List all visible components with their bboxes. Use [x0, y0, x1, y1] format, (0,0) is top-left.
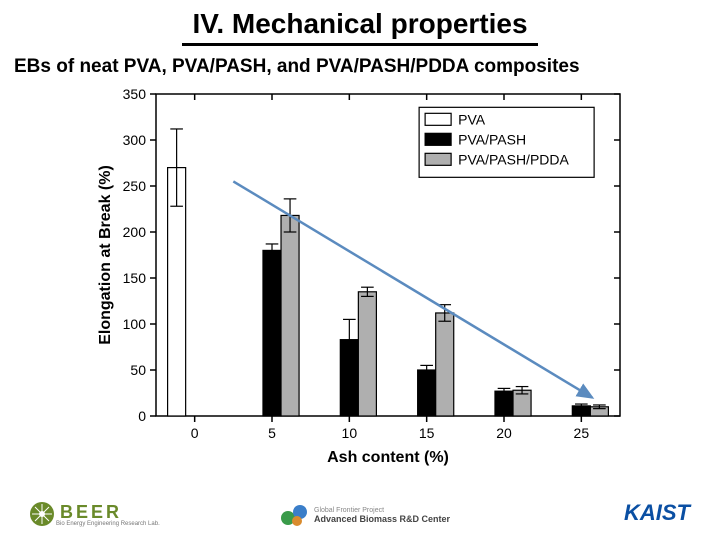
beer-icon: [28, 500, 56, 528]
svg-text:100: 100: [123, 316, 147, 332]
svg-text:PVA/PASH: PVA/PASH: [458, 131, 526, 147]
kaist-logo: KAIST: [624, 500, 690, 526]
svg-text:5: 5: [268, 425, 276, 441]
svg-text:25: 25: [574, 425, 590, 441]
eb-bar-chart: 0 50 100 150 200 250 300 350 0 5 10 15 20 25 PVA PVA/PA…: [90, 86, 630, 476]
footer-logos: BEER Bio Energy Engineering Research Lab…: [0, 488, 720, 532]
subtitle: EBs of neat PVA, PVA/PASH, and PVA/PASH/…: [14, 56, 580, 78]
svg-text:PVA: PVA: [458, 111, 486, 127]
svg-text:0: 0: [138, 408, 146, 424]
svg-text:50: 50: [130, 362, 146, 378]
svg-text:PVA/PASH/PDDA: PVA/PASH/PDDA: [458, 151, 569, 167]
svg-text:200: 200: [123, 224, 147, 240]
svg-text:10: 10: [342, 425, 358, 441]
beer-label: BEER: [60, 502, 122, 522]
page-title: IV. Mechanical properties: [182, 8, 537, 46]
svg-text:150: 150: [123, 270, 147, 286]
abc-icon: [280, 502, 310, 528]
svg-text:Ash content (%): Ash content (%): [327, 449, 449, 466]
svg-text:0: 0: [191, 425, 199, 441]
svg-text:250: 250: [123, 178, 147, 194]
abc-logo: Global Frontier Project Advanced Biomass…: [280, 502, 450, 528]
kaist-label: KAIST: [624, 500, 690, 526]
beer-logo: BEER Bio Energy Engineering Research Lab…: [28, 500, 160, 528]
svg-text:15: 15: [419, 425, 435, 441]
svg-text:300: 300: [123, 132, 147, 148]
svg-text:Elongation at Break (%): Elongation at Break (%): [97, 165, 114, 345]
abc-line2: Advanced Biomass R&D Center: [314, 514, 450, 524]
svg-text:350: 350: [123, 86, 147, 102]
svg-text:20: 20: [496, 425, 512, 441]
beer-sub: Bio Energy Engineering Research Lab.: [56, 521, 160, 527]
